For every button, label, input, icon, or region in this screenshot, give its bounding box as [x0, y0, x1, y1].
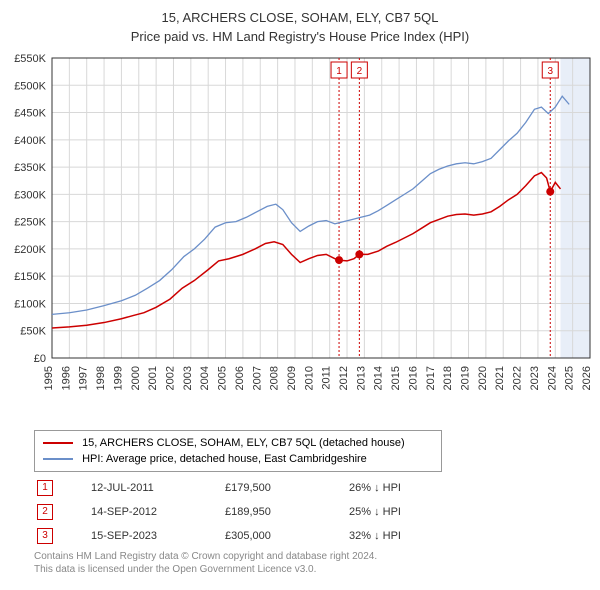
legend-swatch-red: [43, 442, 73, 444]
svg-text:2018: 2018: [442, 366, 454, 390]
svg-text:1995: 1995: [43, 366, 55, 390]
svg-text:2008: 2008: [269, 366, 281, 390]
svg-text:2: 2: [357, 66, 363, 77]
sale-date: 14-SEP-2012: [90, 501, 222, 523]
sale-date: 15-SEP-2023: [90, 525, 222, 547]
svg-text:2010: 2010: [303, 366, 315, 390]
svg-text:2000: 2000: [130, 366, 142, 390]
svg-text:£150K: £150K: [14, 271, 46, 283]
svg-text:1998: 1998: [95, 366, 107, 390]
svg-text:2017: 2017: [425, 366, 437, 390]
svg-text:2025: 2025: [564, 366, 576, 390]
svg-text:2002: 2002: [164, 366, 176, 390]
svg-text:£300K: £300K: [14, 189, 46, 201]
svg-text:£50K: £50K: [20, 326, 46, 338]
svg-text:£200K: £200K: [14, 244, 46, 256]
svg-text:2021: 2021: [494, 366, 506, 390]
svg-text:£500K: £500K: [14, 80, 46, 92]
marker-box-2: 2: [37, 504, 53, 520]
sale-price: £179,500: [224, 477, 346, 499]
table-row: 3 15-SEP-2023 £305,000 32% ↓ HPI: [36, 525, 402, 547]
svg-text:£250K: £250K: [14, 217, 46, 229]
svg-text:2007: 2007: [251, 366, 263, 390]
svg-text:2024: 2024: [546, 366, 558, 390]
svg-text:2022: 2022: [512, 366, 524, 390]
legend-item-blue: HPI: Average price, detached house, East…: [43, 451, 433, 467]
svg-text:2003: 2003: [182, 366, 194, 390]
footnote-line2: This data is licensed under the Open Gov…: [34, 563, 377, 576]
sale-delta: 25% ↓ HPI: [348, 501, 402, 523]
table-row: 1 12-JUL-2011 £179,500 26% ↓ HPI: [36, 477, 402, 499]
sale-price: £305,000: [224, 525, 346, 547]
svg-text:2016: 2016: [407, 366, 419, 390]
footnote-line1: Contains HM Land Registry data © Crown c…: [34, 550, 377, 563]
svg-text:£450K: £450K: [14, 108, 46, 120]
svg-text:£0: £0: [34, 353, 46, 365]
legend-swatch-blue: [43, 458, 73, 460]
sale-delta: 32% ↓ HPI: [348, 525, 402, 547]
svg-text:2020: 2020: [477, 366, 489, 390]
legend-item-red: 15, ARCHERS CLOSE, SOHAM, ELY, CB7 5QL (…: [43, 435, 433, 451]
svg-text:2012: 2012: [338, 366, 350, 390]
svg-text:£550K: £550K: [14, 53, 46, 65]
svg-text:2023: 2023: [529, 366, 541, 390]
svg-text:2014: 2014: [373, 366, 385, 390]
footnote: Contains HM Land Registry data © Crown c…: [34, 550, 377, 576]
page-title: 15, ARCHERS CLOSE, SOHAM, ELY, CB7 5QL: [0, 0, 600, 25]
legend-label-blue: HPI: Average price, detached house, East…: [82, 453, 367, 465]
svg-text:£400K: £400K: [14, 135, 46, 147]
svg-text:2015: 2015: [390, 366, 402, 390]
svg-text:1996: 1996: [60, 366, 72, 390]
svg-text:2013: 2013: [355, 366, 367, 390]
chart-container: £0 £50K £100K £150K £200K £250K £300K £350K £400…: [0, 50, 600, 410]
legend-label-red: 15, ARCHERS CLOSE, SOHAM, ELY, CB7 5QL (…: [82, 437, 405, 449]
svg-text:£100K: £100K: [14, 298, 46, 310]
marker-box-3: 3: [37, 528, 53, 544]
price-chart: £0 £50K £100K £150K £200K £250K £300K £350K £400…: [0, 50, 600, 410]
sale-price: £189,950: [224, 501, 346, 523]
svg-text:2006: 2006: [234, 366, 246, 390]
svg-text:2009: 2009: [286, 366, 298, 390]
svg-text:3: 3: [547, 66, 553, 77]
svg-text:2004: 2004: [199, 366, 211, 390]
svg-text:1997: 1997: [78, 366, 90, 390]
page-subtitle: Price paid vs. HM Land Registry's House …: [0, 25, 600, 50]
svg-text:2011: 2011: [321, 366, 333, 390]
svg-text:£350K: £350K: [14, 162, 46, 174]
sale-delta: 26% ↓ HPI: [348, 477, 402, 499]
svg-text:1999: 1999: [112, 366, 124, 390]
svg-text:2005: 2005: [217, 366, 229, 390]
svg-text:2019: 2019: [460, 366, 472, 390]
svg-text:1: 1: [336, 66, 342, 77]
svg-text:2026: 2026: [581, 366, 593, 390]
marker-box-1: 1: [37, 480, 53, 496]
table-row: 2 14-SEP-2012 £189,950 25% ↓ HPI: [36, 501, 402, 523]
svg-text:2001: 2001: [147, 366, 159, 390]
sale-date: 12-JUL-2011: [90, 477, 222, 499]
legend: 15, ARCHERS CLOSE, SOHAM, ELY, CB7 5QL (…: [34, 430, 442, 472]
sales-table: 1 12-JUL-2011 £179,500 26% ↓ HPI 2 14-SE…: [34, 475, 404, 549]
